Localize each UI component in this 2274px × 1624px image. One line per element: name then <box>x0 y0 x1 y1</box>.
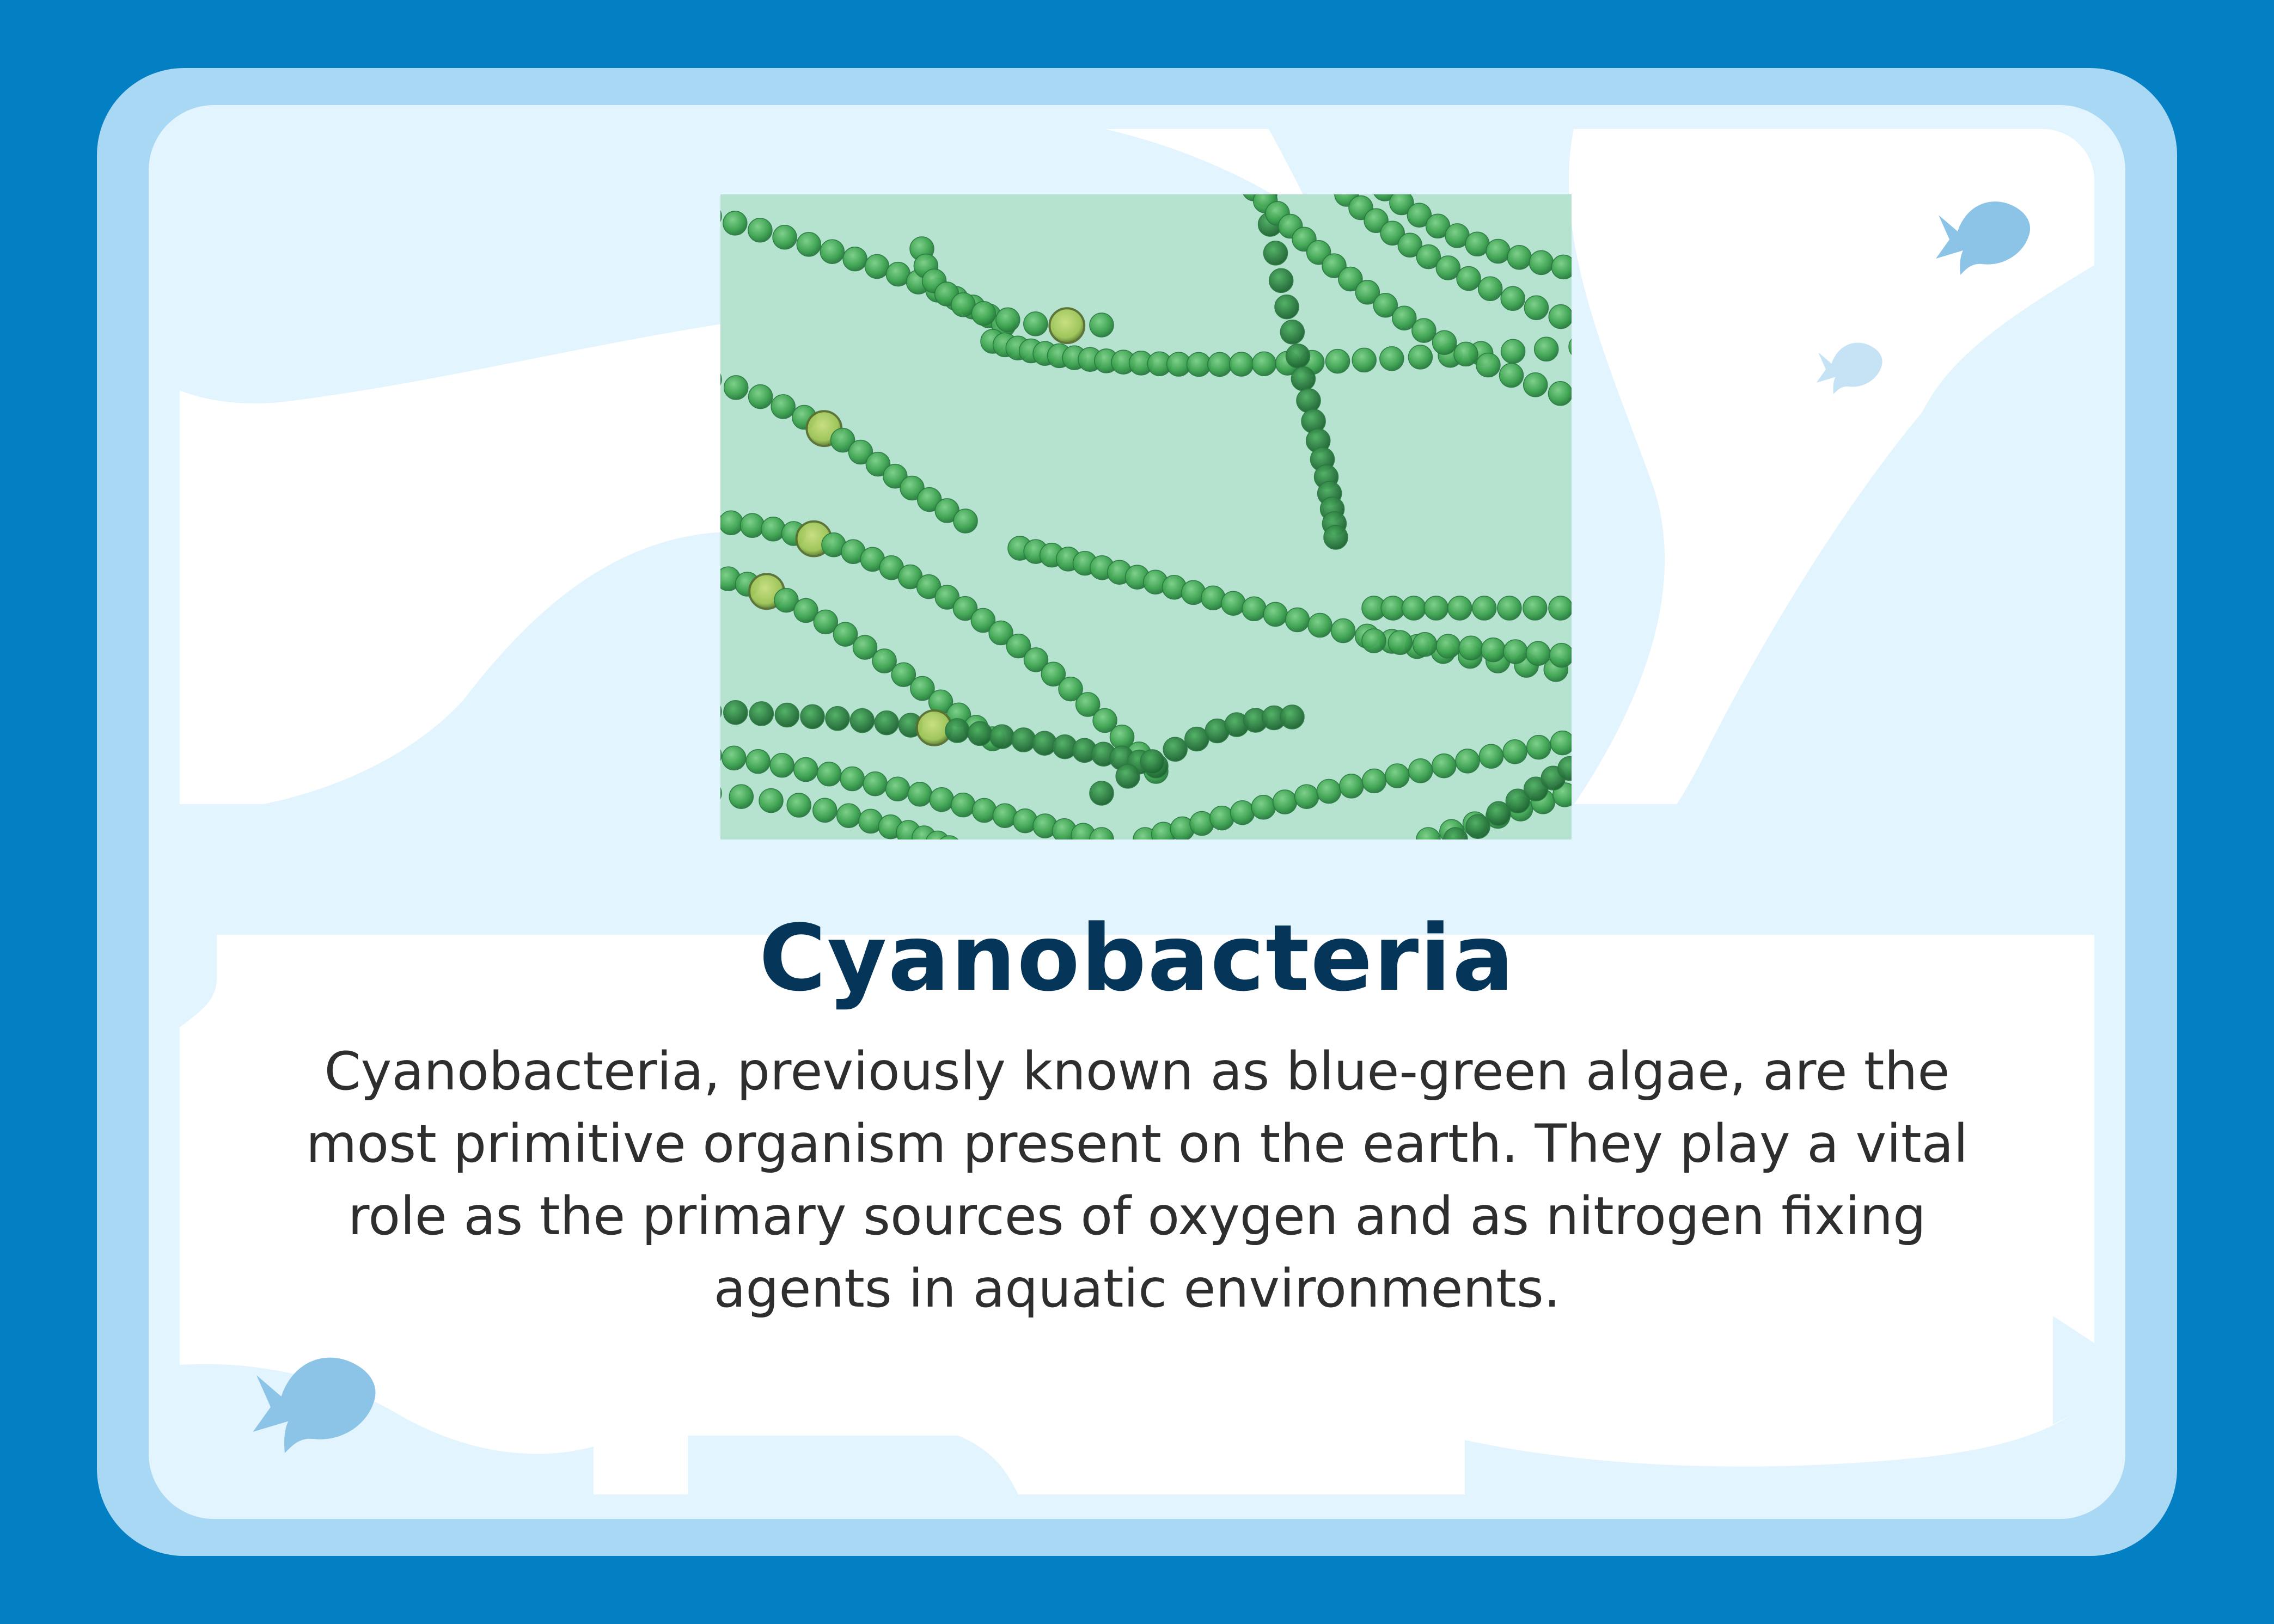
page-title: Cyanobacteria <box>759 905 1515 1012</box>
cyanobacteria-photo <box>720 194 1572 839</box>
description-text: Cyanobacteria, previously known as blue-… <box>305 1041 1969 1319</box>
fish-icon <box>253 1357 376 1453</box>
fish-icon <box>1936 201 2031 275</box>
fish-icon <box>1816 342 1882 394</box>
